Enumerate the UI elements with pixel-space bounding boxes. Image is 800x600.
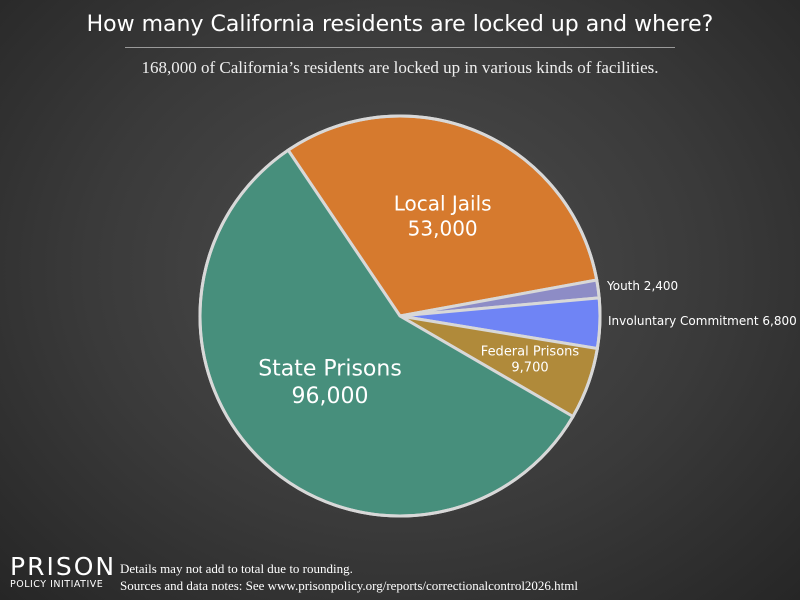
logo-bottom: POLICY INITIATIVE (10, 579, 104, 590)
chart-title: How many California residents are locked… (86, 12, 714, 37)
pie-outline (198, 114, 602, 518)
rounding-note: Details may not add to total due to roun… (120, 561, 353, 576)
title-divider (125, 47, 675, 48)
slice-label: Federal Prisons 9,700 (481, 344, 580, 375)
footer-notes: Details may not add to total due to roun… (120, 560, 578, 594)
logo-top: PRISON (10, 552, 117, 581)
sources-note: Sources and data notes: See www.prisonpo… (120, 578, 579, 593)
prison-policy-initiative-logo: PRISON POLICY INITIATIVE (10, 552, 117, 590)
slice-label: State Prisons 96,000 (258, 357, 402, 410)
slice-label: Local Jails 53,000 (394, 192, 492, 241)
chart-subtitle: 168,000 of California’s residents are lo… (141, 58, 659, 77)
slice-label: Involuntary Commitment 6,800 (608, 314, 797, 328)
slice-label: Youth 2,400 (606, 279, 678, 293)
